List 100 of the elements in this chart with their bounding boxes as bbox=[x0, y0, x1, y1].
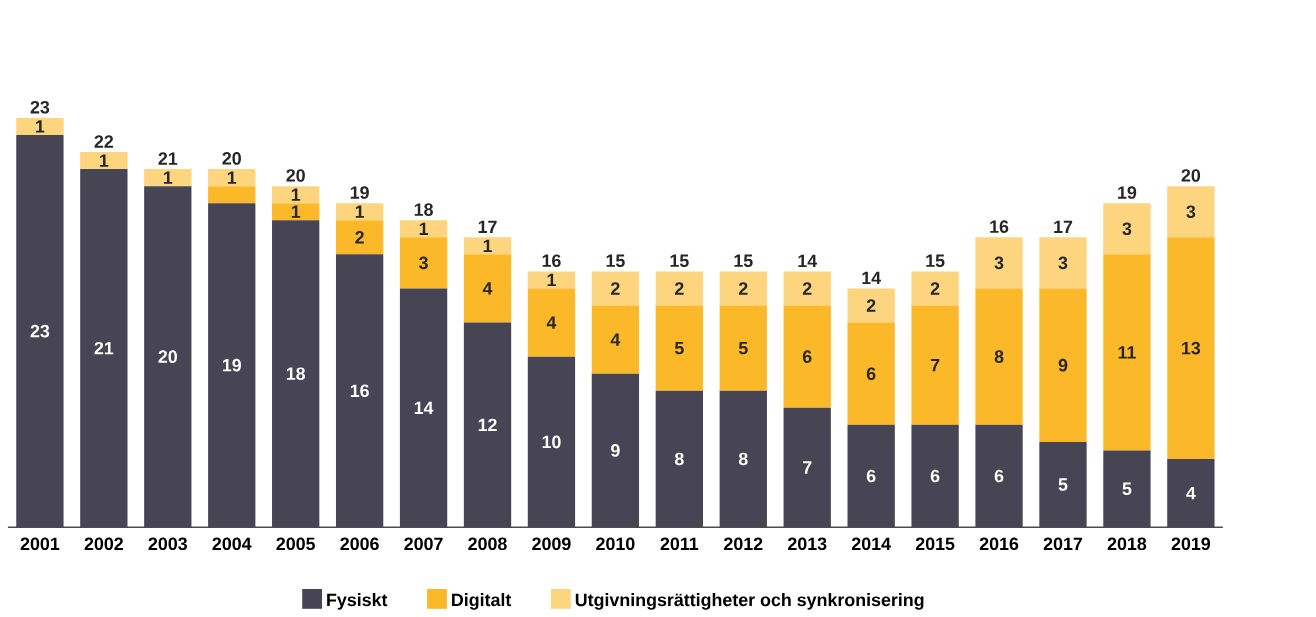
data-label: 5 bbox=[1058, 478, 1068, 491]
bar bbox=[208, 186, 256, 204]
data-label: 7 bbox=[930, 359, 940, 372]
x-tick-label: 2013 bbox=[788, 537, 827, 551]
total-label: 17 bbox=[1054, 220, 1073, 234]
data-label: 14 bbox=[414, 401, 434, 415]
data-label: 8 bbox=[994, 350, 1004, 364]
x-tick-label: 2002 bbox=[84, 537, 123, 551]
total-label: 19 bbox=[350, 186, 369, 200]
bar bbox=[399, 220, 448, 238]
data-label: 5 bbox=[738, 342, 748, 355]
bar bbox=[911, 271, 959, 306]
x-tick-label: 2004 bbox=[212, 537, 252, 551]
legend-label: Utgivningsrättigheter och synkronisering bbox=[575, 593, 924, 610]
total-label: 21 bbox=[158, 152, 178, 165]
bar bbox=[975, 288, 1023, 426]
data-label: 6 bbox=[866, 469, 876, 483]
total-label: 19 bbox=[1118, 186, 1137, 200]
x-tick-label: 2007 bbox=[404, 537, 443, 551]
data-label: 7 bbox=[803, 461, 812, 474]
data-label: 4 bbox=[1186, 487, 1196, 500]
data-label: 5 bbox=[674, 342, 684, 355]
bar bbox=[272, 203, 320, 221]
data-label: 3 bbox=[1122, 222, 1132, 236]
total-label: 18 bbox=[414, 203, 433, 217]
data-label: 6 bbox=[866, 367, 876, 381]
data-label: 6 bbox=[994, 469, 1004, 483]
x-tick-label: 2018 bbox=[1107, 537, 1147, 551]
bar bbox=[783, 271, 831, 306]
bar bbox=[399, 237, 448, 289]
total-label: 20 bbox=[222, 152, 241, 165]
x-tick-label: 2017 bbox=[1043, 537, 1083, 551]
data-label: 1 bbox=[291, 188, 301, 201]
data-label: 2 bbox=[738, 282, 748, 295]
bar bbox=[847, 288, 895, 323]
bar bbox=[783, 305, 831, 409]
data-label: 8 bbox=[738, 452, 748, 466]
total-label: 17 bbox=[478, 220, 497, 234]
x-tick-label: 2003 bbox=[148, 537, 187, 551]
data-label: 2 bbox=[611, 282, 620, 295]
data-label: 2 bbox=[675, 282, 684, 295]
data-label: 1 bbox=[227, 171, 237, 184]
total-label: 15 bbox=[606, 254, 625, 268]
total-label: 16 bbox=[542, 254, 561, 268]
bar bbox=[144, 169, 192, 187]
data-label: 1 bbox=[547, 273, 556, 287]
total-label: 14 bbox=[862, 272, 881, 285]
data-label: 1 bbox=[100, 154, 109, 167]
data-label: 4 bbox=[610, 333, 621, 346]
bar bbox=[655, 271, 703, 306]
data-label: 12 bbox=[478, 418, 497, 432]
bar bbox=[527, 288, 576, 357]
data-label: 11 bbox=[1118, 346, 1136, 359]
bar bbox=[335, 220, 384, 255]
data-label: 6 bbox=[930, 469, 940, 483]
bar bbox=[16, 118, 64, 136]
x-tick-label: 2011 bbox=[660, 537, 699, 551]
legend-label: Digitalt bbox=[452, 593, 512, 610]
x-tick-label: 2005 bbox=[276, 537, 316, 551]
bar bbox=[208, 169, 256, 187]
total-label: 20 bbox=[286, 169, 305, 182]
data-label: 19 bbox=[222, 359, 241, 372]
x-tick-label: 2010 bbox=[596, 537, 635, 551]
legend-label: Fysiskt bbox=[327, 593, 388, 610]
data-label: 2 bbox=[866, 299, 876, 312]
data-label: 2 bbox=[930, 282, 940, 295]
bar bbox=[1103, 203, 1151, 255]
bar bbox=[463, 254, 512, 323]
total-label: 22 bbox=[94, 135, 114, 148]
bar bbox=[719, 271, 767, 306]
bar bbox=[1167, 237, 1215, 460]
bar bbox=[1167, 186, 1215, 238]
data-label: 4 bbox=[482, 282, 493, 295]
bar bbox=[719, 305, 767, 391]
data-label: 3 bbox=[419, 256, 428, 270]
data-label: 2 bbox=[802, 282, 812, 295]
bar bbox=[591, 305, 640, 374]
data-label: 1 bbox=[355, 205, 365, 219]
bar bbox=[335, 203, 384, 221]
data-label: 21 bbox=[94, 342, 114, 355]
total-label: 15 bbox=[670, 254, 689, 268]
bar bbox=[591, 271, 640, 306]
total-label: 15 bbox=[926, 254, 945, 268]
bar bbox=[463, 237, 512, 255]
data-label: 8 bbox=[674, 452, 684, 466]
data-label: 10 bbox=[542, 435, 561, 449]
x-tick-label: 2006 bbox=[340, 537, 379, 551]
data-label: 23 bbox=[30, 324, 50, 338]
total-label: 23 bbox=[30, 101, 50, 114]
data-label: 13 bbox=[1182, 341, 1201, 355]
data-label: 9 bbox=[611, 444, 620, 457]
bar bbox=[272, 186, 320, 204]
data-label: 1 bbox=[163, 171, 173, 184]
x-tick-label: 2015 bbox=[915, 537, 955, 551]
data-label: 20 bbox=[158, 350, 177, 364]
bar bbox=[655, 305, 703, 391]
data-label: 3 bbox=[1186, 205, 1196, 219]
total-label: 20 bbox=[1181, 169, 1201, 182]
total-label: 14 bbox=[798, 254, 818, 268]
data-label: 4 bbox=[546, 316, 557, 329]
